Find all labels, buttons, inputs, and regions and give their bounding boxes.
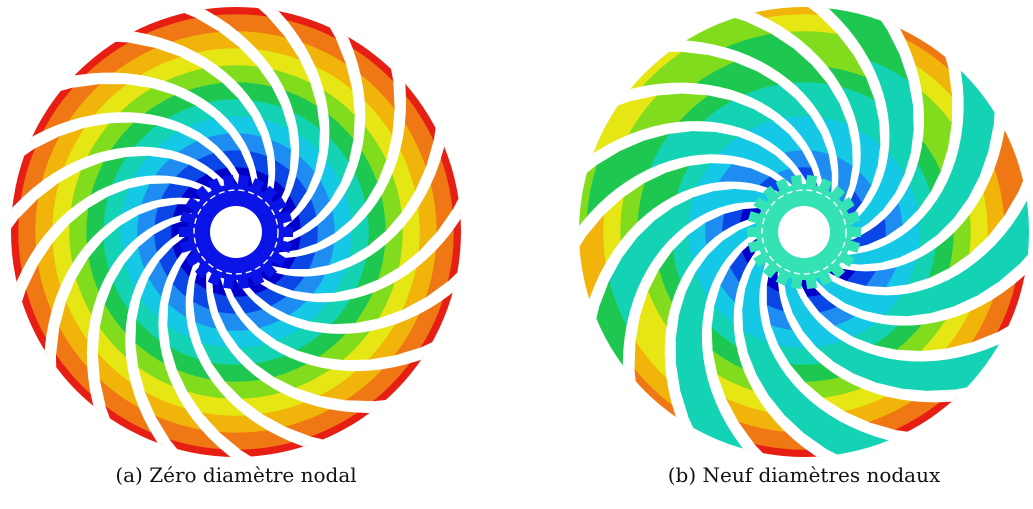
hub-tooth xyxy=(747,211,761,224)
blade-gap xyxy=(792,276,1023,362)
hub-tooth xyxy=(283,227,293,237)
blade-gap xyxy=(206,268,398,413)
hub-tooth xyxy=(179,227,189,237)
hub-tooth xyxy=(179,211,193,224)
blade-gap xyxy=(701,232,765,457)
caption-b: (b) Neuf diamètres nodaux xyxy=(574,463,1033,487)
hub-tooth xyxy=(222,174,235,187)
blade-gap xyxy=(804,7,890,224)
fan-modal-shape-zero-nodal-diameter xyxy=(11,7,461,457)
hub xyxy=(747,174,861,290)
blade-gap xyxy=(759,261,917,446)
blade xyxy=(54,40,269,196)
caption-a-label: (a) xyxy=(115,463,143,487)
hub-tooth xyxy=(847,211,861,224)
blade-band xyxy=(810,7,889,32)
blade-band xyxy=(447,199,461,282)
blade-gap xyxy=(125,228,192,457)
blade-gap xyxy=(808,252,1029,326)
blade-gap xyxy=(265,119,449,277)
hub-tooth xyxy=(805,174,818,187)
blade-gap xyxy=(236,271,461,334)
hub-tooth xyxy=(747,227,757,237)
hub-dashed-ring xyxy=(761,189,847,275)
blade-gap xyxy=(582,181,779,327)
blade-gap xyxy=(177,7,300,213)
fan-modal-shape-nine-nodal-diameters xyxy=(579,7,1029,457)
hub-bore xyxy=(210,206,262,258)
hub-tooth xyxy=(851,227,861,237)
blade-gap xyxy=(848,7,924,240)
blade-band xyxy=(579,164,597,245)
blade xyxy=(261,7,355,238)
blade xyxy=(242,199,461,325)
blade xyxy=(135,234,250,457)
blade-gap xyxy=(823,174,1029,296)
blade-gap xyxy=(664,216,761,442)
blade-gap xyxy=(106,28,276,201)
blade-gap xyxy=(280,13,366,244)
hub-bore xyxy=(778,206,830,258)
hub-tooth xyxy=(790,277,803,290)
caption-a-text: Zéro diamètre nodal xyxy=(149,463,357,487)
hub-tooth xyxy=(279,211,293,224)
blade-gap xyxy=(185,258,332,454)
figure-b: (b) Neuf diamètres nodaux xyxy=(574,0,1033,509)
hub-tooth xyxy=(847,240,861,253)
blade-gap xyxy=(47,72,259,192)
blade xyxy=(16,183,209,372)
blade xyxy=(579,131,803,245)
blade-gap xyxy=(622,201,768,393)
hub-tooth xyxy=(237,174,250,187)
blade-gap xyxy=(255,7,330,228)
hub-tooth xyxy=(747,240,761,253)
caption-b-label: (b) xyxy=(667,463,697,487)
hub xyxy=(179,174,293,290)
hub-tooth xyxy=(790,174,803,187)
blade-gap xyxy=(158,244,256,457)
blade-gap xyxy=(727,7,861,210)
figure-a: (a) Zéro diamètre nodal xyxy=(6,0,466,509)
hub-tooth xyxy=(222,277,235,290)
blade-band xyxy=(11,148,36,226)
caption-a: (a) Zéro diamètre nodal xyxy=(6,463,466,487)
blade-gap xyxy=(11,146,228,232)
blade-gap xyxy=(733,247,843,457)
blade-gap xyxy=(44,197,202,379)
blade-gap xyxy=(251,193,461,303)
blade-gap xyxy=(777,270,979,403)
blade-gap xyxy=(86,212,194,432)
blade-gap xyxy=(835,102,1008,272)
hub-tooth xyxy=(237,277,250,290)
blade-gap xyxy=(604,82,824,190)
hub-dashed-ring xyxy=(193,189,279,275)
hub-tooth xyxy=(279,240,293,253)
blade-gap xyxy=(11,112,244,188)
blade-gap xyxy=(11,175,214,309)
blade-gap xyxy=(579,154,793,251)
blade-gap xyxy=(579,121,808,188)
blade-band xyxy=(169,439,250,457)
blade-gap xyxy=(658,39,839,198)
blade-gap xyxy=(844,44,964,255)
caption-b-text: Neuf diamètres nodaux xyxy=(702,463,941,487)
hub-tooth xyxy=(805,277,818,290)
blade-gap xyxy=(274,56,407,259)
blade-band xyxy=(754,443,837,457)
blade-gap xyxy=(220,275,446,372)
hub-tooth xyxy=(179,240,193,253)
blade xyxy=(278,19,395,253)
